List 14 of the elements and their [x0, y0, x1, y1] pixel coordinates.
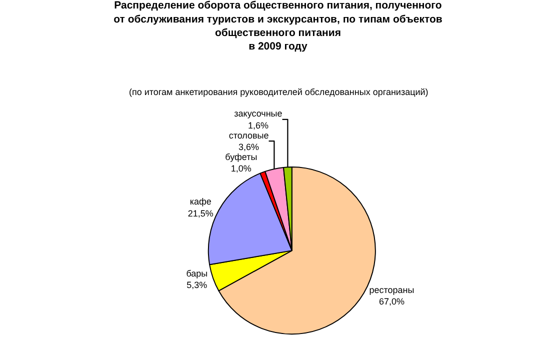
data-label: 1,6% — [248, 120, 268, 130]
slice-label: столовые — [228, 130, 269, 140]
chart-subtitle: (по итогам анкетирования руководителей обследованных организаций) — [129, 87, 428, 97]
slice-label: буфеты — [225, 152, 258, 162]
data-label: 5,3% — [186, 280, 208, 290]
slice-label: бары — [186, 268, 208, 278]
data-label: 67,0% — [378, 296, 404, 307]
slice-label: закусочные — [234, 108, 282, 119]
slice-label: кафе — [190, 196, 212, 207]
chart-title: Распределение оборота общественного питания, полученного от обслуживания туристов и экскурсантов, по типам объектов общественного питания в 2009 году — [114, 0, 443, 53]
data-label: 1,0% — [230, 164, 252, 174]
data-label: 3,6% — [238, 142, 260, 152]
data-label: 21,5% — [188, 208, 214, 218]
slice-label: рестораны — [369, 285, 414, 296]
